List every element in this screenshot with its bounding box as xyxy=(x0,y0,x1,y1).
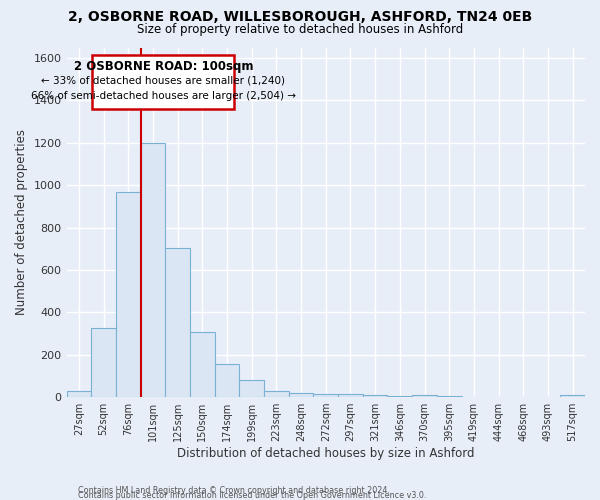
Bar xyxy=(67,390,91,397)
Bar xyxy=(338,394,363,397)
Bar xyxy=(91,328,116,397)
Bar xyxy=(264,390,289,397)
Bar xyxy=(560,394,585,397)
X-axis label: Distribution of detached houses by size in Ashford: Distribution of detached houses by size … xyxy=(177,447,475,460)
Bar xyxy=(363,395,388,397)
Text: 2 OSBORNE ROAD: 100sqm: 2 OSBORNE ROAD: 100sqm xyxy=(74,60,253,72)
Bar xyxy=(215,364,239,397)
Bar xyxy=(116,192,140,397)
Bar xyxy=(437,396,461,397)
Bar xyxy=(289,393,313,397)
Text: Contains public sector information licensed under the Open Government Licence v3: Contains public sector information licen… xyxy=(78,491,427,500)
Bar xyxy=(190,332,215,397)
Text: 2, OSBORNE ROAD, WILLESBOROUGH, ASHFORD, TN24 0EB: 2, OSBORNE ROAD, WILLESBOROUGH, ASHFORD,… xyxy=(68,10,532,24)
Y-axis label: Number of detached properties: Number of detached properties xyxy=(15,130,28,316)
Text: Size of property relative to detached houses in Ashford: Size of property relative to detached ho… xyxy=(137,22,463,36)
Bar xyxy=(92,55,235,109)
Bar xyxy=(313,394,338,397)
Bar xyxy=(388,396,412,397)
Bar xyxy=(165,248,190,397)
Text: 66% of semi-detached houses are larger (2,504) →: 66% of semi-detached houses are larger (… xyxy=(31,90,296,101)
Bar xyxy=(239,380,264,397)
Bar xyxy=(140,143,165,397)
Text: ← 33% of detached houses are smaller (1,240): ← 33% of detached houses are smaller (1,… xyxy=(41,76,286,86)
Bar xyxy=(412,394,437,397)
Text: Contains HM Land Registry data © Crown copyright and database right 2024.: Contains HM Land Registry data © Crown c… xyxy=(78,486,390,495)
